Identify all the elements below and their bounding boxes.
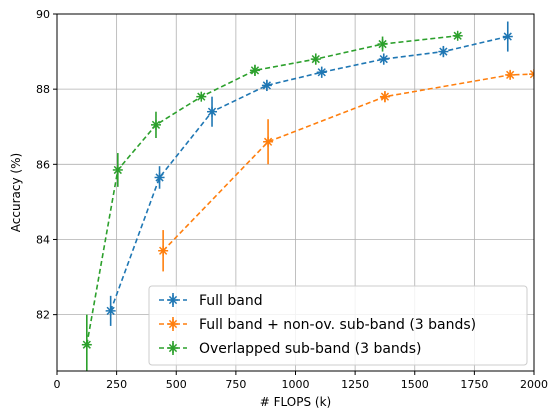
y-tick-label: 88 bbox=[36, 83, 50, 96]
x-tick-label: 500 bbox=[166, 378, 187, 391]
series-1 bbox=[105, 21, 513, 326]
data-point bbox=[529, 69, 534, 80]
x-tick-label: 1000 bbox=[282, 378, 310, 391]
x-tick-label: 250 bbox=[106, 378, 127, 391]
axis-ticks: 0 250 500 750 1000 1250 1500 1750 2000 82 84 86 88 90 bbox=[36, 8, 548, 391]
data-point bbox=[261, 79, 272, 92]
data-point bbox=[377, 36, 388, 52]
legend-label: Overlapped sub-band (3 bands) bbox=[199, 341, 421, 357]
series-line bbox=[109, 35, 508, 312]
series-3 bbox=[81, 30, 463, 371]
x-axis-label: # FLOPS (k) bbox=[260, 395, 331, 409]
data-point bbox=[378, 53, 389, 65]
data-point bbox=[112, 153, 123, 187]
data-point bbox=[207, 96, 218, 127]
data-point bbox=[310, 53, 321, 65]
data-point bbox=[316, 66, 327, 78]
data-point bbox=[263, 119, 274, 165]
y-axis-label: Accuracy (%) bbox=[9, 153, 23, 232]
legend-entry: Full band bbox=[159, 293, 263, 309]
data-point bbox=[196, 91, 207, 102]
data-point bbox=[154, 166, 165, 189]
y-tick-label: 90 bbox=[36, 8, 50, 21]
series-layer bbox=[81, 21, 534, 371]
data-point bbox=[379, 91, 390, 103]
data-point bbox=[502, 21, 513, 52]
data-point bbox=[158, 230, 169, 272]
legend-box bbox=[148, 285, 528, 366]
data-point bbox=[81, 314, 92, 371]
series-2 bbox=[158, 69, 534, 272]
y-tick-label: 86 bbox=[36, 158, 50, 171]
data-point bbox=[105, 295, 116, 326]
data-point bbox=[249, 64, 260, 77]
x-tick-label: 1250 bbox=[341, 378, 369, 391]
x-tick-label: 1750 bbox=[460, 378, 488, 391]
x-tick-label: 0 bbox=[54, 378, 61, 391]
data-point bbox=[438, 45, 449, 58]
data-point bbox=[150, 111, 161, 139]
x-tick-label: 1500 bbox=[401, 378, 429, 391]
data-point bbox=[505, 69, 516, 80]
legend: Full band Full band + non-ov. sub-band (3… bbox=[148, 285, 528, 366]
y-tick-label: 84 bbox=[36, 233, 50, 246]
legend-entry: Overlapped sub-band (3 bands) bbox=[159, 341, 421, 357]
legend-label: Full band bbox=[199, 293, 263, 309]
x-tick-label: 2000 bbox=[520, 378, 548, 391]
data-point bbox=[452, 30, 463, 41]
series-line bbox=[86, 35, 458, 345]
y-tick-label: 82 bbox=[36, 309, 50, 322]
x-tick-label: 750 bbox=[225, 378, 246, 391]
legend-label: Full band + non-ov. sub-band (3 bands) bbox=[199, 317, 476, 333]
legend-entry: Full band + non-ov. sub-band (3 bands) bbox=[159, 317, 476, 333]
